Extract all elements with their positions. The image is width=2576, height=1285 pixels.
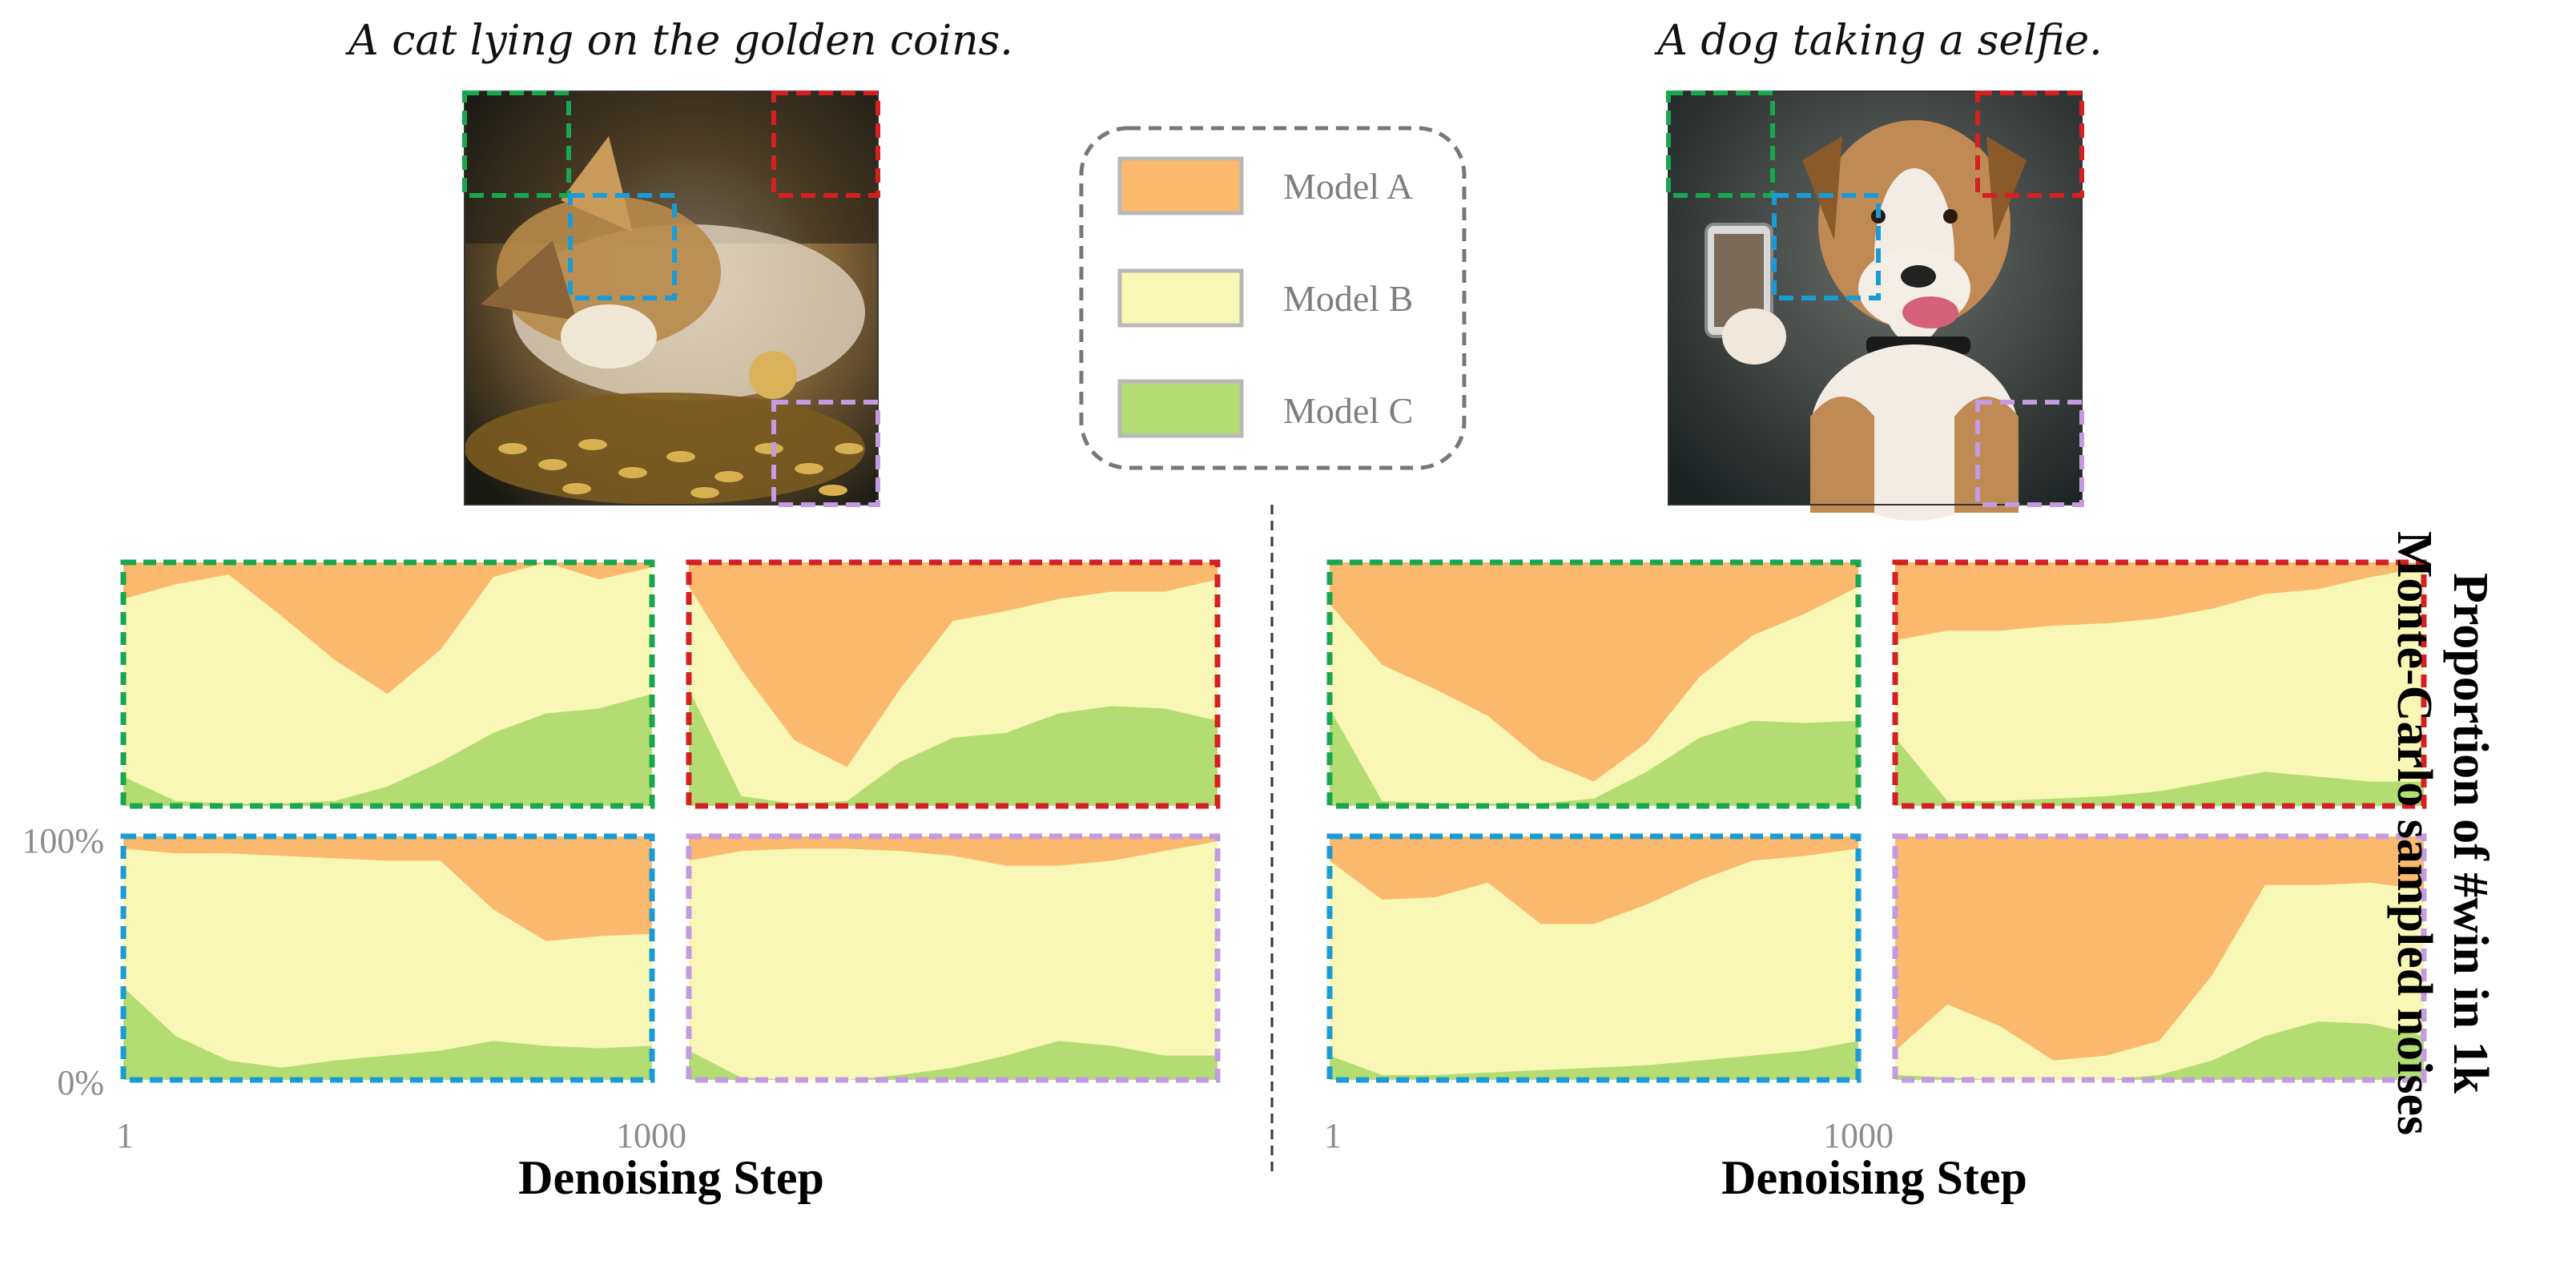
dog-box-red bbox=[1975, 91, 2084, 198]
y-axis-title: Proportion of #win in 1k Monte-Carlo sam… bbox=[2387, 531, 2498, 1135]
panel-cat-blue bbox=[120, 833, 655, 1083]
y-tick-bottom: 0% bbox=[57, 1063, 104, 1102]
panel-border-dog-red bbox=[1892, 559, 2427, 809]
area-model-c-dog-blue bbox=[1330, 1041, 1858, 1080]
legend-swatch-model-a bbox=[1117, 156, 1244, 216]
cat-box-purple bbox=[771, 400, 880, 507]
area-model-c-cat-blue bbox=[123, 987, 652, 1080]
legend-swatch-model-c bbox=[1117, 379, 1244, 438]
chart-panels bbox=[120, 559, 2427, 1083]
panel-cat-red bbox=[686, 559, 1221, 809]
panel-dog-red bbox=[1892, 559, 2427, 809]
panel-dog-green bbox=[1326, 559, 1862, 809]
x-tick-right-start: 1 bbox=[1324, 1116, 1342, 1155]
y-axis-title-line2: Monte-Carlo sampled noises bbox=[2387, 531, 2441, 1135]
area-model-c-dog-red bbox=[1895, 737, 2424, 806]
area-model-b-dog-red bbox=[1895, 567, 2424, 806]
x-tick-left-end: 1000 bbox=[616, 1116, 686, 1155]
panel-border-dog-blue bbox=[1326, 833, 1862, 1083]
panel-cat-purple bbox=[686, 833, 1221, 1083]
x-tick-right-end: 1000 bbox=[1823, 1116, 1894, 1155]
area-model-c-dog-green bbox=[1330, 708, 1858, 806]
cat-image bbox=[464, 91, 879, 506]
x-tick-left-start: 1 bbox=[116, 1116, 134, 1155]
legend-label-model-c: Model C bbox=[1283, 390, 1413, 431]
y-axis-title-line1: Proportion of #win in 1k bbox=[2443, 573, 2498, 1094]
legend: Model A Model B Model C bbox=[1079, 126, 1467, 470]
panel-border-cat-green bbox=[120, 559, 655, 809]
panel-cat-green bbox=[120, 559, 655, 809]
caption-right: A dog taking a selfie. bbox=[1654, 17, 2102, 65]
area-model-b-cat-blue bbox=[123, 848, 652, 1080]
panel-dog-purple bbox=[1892, 833, 2427, 1083]
area-model-c-cat-red bbox=[689, 689, 1218, 806]
panel-border-dog-green bbox=[1326, 559, 1862, 809]
cat-box-blue bbox=[568, 193, 677, 300]
x-axis-title-left: Denoising Step bbox=[518, 1151, 824, 1204]
cat-box-green bbox=[462, 91, 571, 198]
legend-swatch-model-b bbox=[1117, 268, 1244, 328]
cat-box-red bbox=[771, 91, 880, 198]
area-model-b-dog-blue bbox=[1330, 848, 1858, 1080]
y-tick-top: 100% bbox=[22, 821, 104, 860]
dog-box-green bbox=[1666, 91, 1775, 198]
dog-image bbox=[1668, 91, 2083, 521]
caption-left: A cat lying on the golden coins. bbox=[345, 17, 1013, 65]
area-model-c-cat-purple bbox=[689, 1041, 1218, 1080]
dog-box-blue bbox=[1772, 193, 1881, 300]
legend-label-model-b: Model B bbox=[1283, 278, 1413, 319]
x-axis-title-right: Denoising Step bbox=[1721, 1151, 2027, 1204]
panel-border-dog-purple bbox=[1892, 833, 2427, 1083]
area-model-c-dog-purple bbox=[1895, 1021, 2424, 1080]
dog-box-purple bbox=[1975, 400, 2084, 507]
area-model-c-cat-green bbox=[123, 694, 652, 806]
panel-border-cat-blue bbox=[120, 833, 655, 1083]
panel-border-cat-red bbox=[686, 559, 1221, 809]
area-model-b-cat-purple bbox=[689, 841, 1218, 1080]
panel-border-cat-purple bbox=[686, 833, 1221, 1083]
legend-label-model-a: Model A bbox=[1283, 166, 1413, 207]
panel-dog-blue bbox=[1326, 833, 1862, 1083]
